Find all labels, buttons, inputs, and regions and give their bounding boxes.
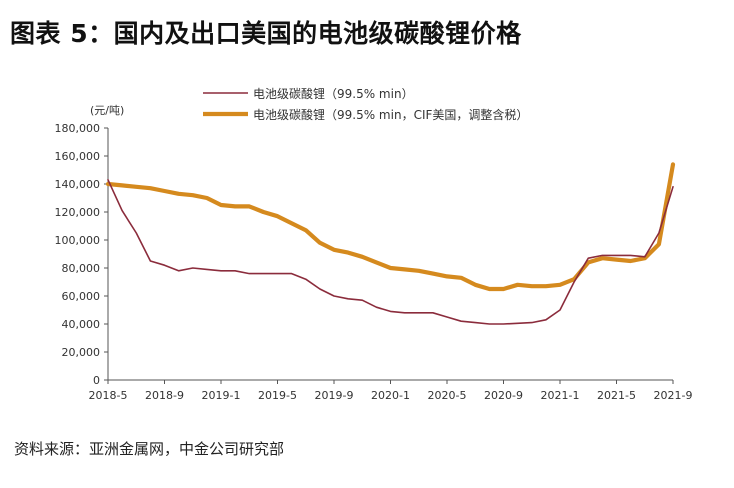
y-axis: 180,000 160,000 140,000 120,000 100,000 80,00… [55,122,109,387]
x-tick-label: 2021-5 [597,389,636,402]
chart-legend: 电池级碳酸锂（99.5% min） 电池级碳酸锂（99.5% min，CIF美国，… [203,86,528,122]
source-note: 资料来源：亚洲金属网，中金公司研究部 [14,440,285,458]
x-tick-label: 2019-5 [258,389,297,402]
x-tick-label: 2019-9 [315,389,354,402]
x-tick-label: 2021-1 [541,389,580,402]
y-tick-label: 20,000 [62,346,101,359]
x-axis: 2018-5 2018-9 2019-1 2019-5 2019-9 2020-1 2020… [89,379,693,402]
x-tick-label: 2018-5 [89,389,128,402]
series-line-2 [105,162,676,292]
y-tick-label: 180,000 [55,122,101,135]
figure-title: 图表 5：国内及出口美国的电池级碳酸锂价格 [10,19,522,48]
y-axis-label: (元/吨) [90,104,124,117]
y-tick-label: 40,000 [62,318,101,331]
chart-series [105,162,676,325]
x-tick-label: 2020-1 [371,389,410,402]
y-tick-label: 160,000 [55,150,101,163]
x-tick-label: 2020-5 [428,389,467,402]
x-tick-label: 2018-9 [145,389,184,402]
y-tick-label: 80,000 [62,262,101,275]
y-tick-label: 60,000 [62,290,101,303]
y-tick-label: 0 [93,374,100,387]
legend-label-2: 电池级碳酸锂（99.5% min，CIF美国，调整含税） [253,107,528,122]
legend-label-1: 电池级碳酸锂（99.5% min） [253,86,414,101]
y-tick-label: 140,000 [55,178,101,191]
series-line-1 [107,179,674,325]
y-tick-label: 120,000 [55,206,101,219]
y-tick-label: 100,000 [55,234,101,247]
x-tick-label: 2021-9 [654,389,693,402]
x-tick-label: 2020-9 [484,389,523,402]
x-tick-label: 2019-1 [202,389,241,402]
